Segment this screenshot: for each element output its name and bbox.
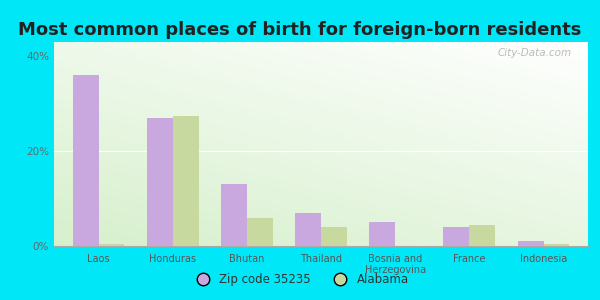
Legend: Zip code 35235, Alabama: Zip code 35235, Alabama — [186, 269, 414, 291]
Bar — [295, 213, 321, 246]
Bar — [518, 241, 544, 246]
Bar — [544, 244, 569, 246]
Text: City-Data.com: City-Data.com — [498, 48, 572, 58]
Bar — [147, 118, 173, 246]
Text: Most common places of birth for foreign-born residents: Most common places of birth for foreign-… — [19, 21, 581, 39]
Bar — [469, 225, 495, 246]
Bar — [321, 227, 347, 246]
Bar — [173, 116, 199, 246]
Bar — [247, 218, 273, 246]
Bar — [221, 184, 247, 246]
Bar — [443, 227, 469, 246]
Bar — [369, 222, 395, 246]
Bar — [98, 244, 124, 246]
Bar — [73, 75, 98, 246]
